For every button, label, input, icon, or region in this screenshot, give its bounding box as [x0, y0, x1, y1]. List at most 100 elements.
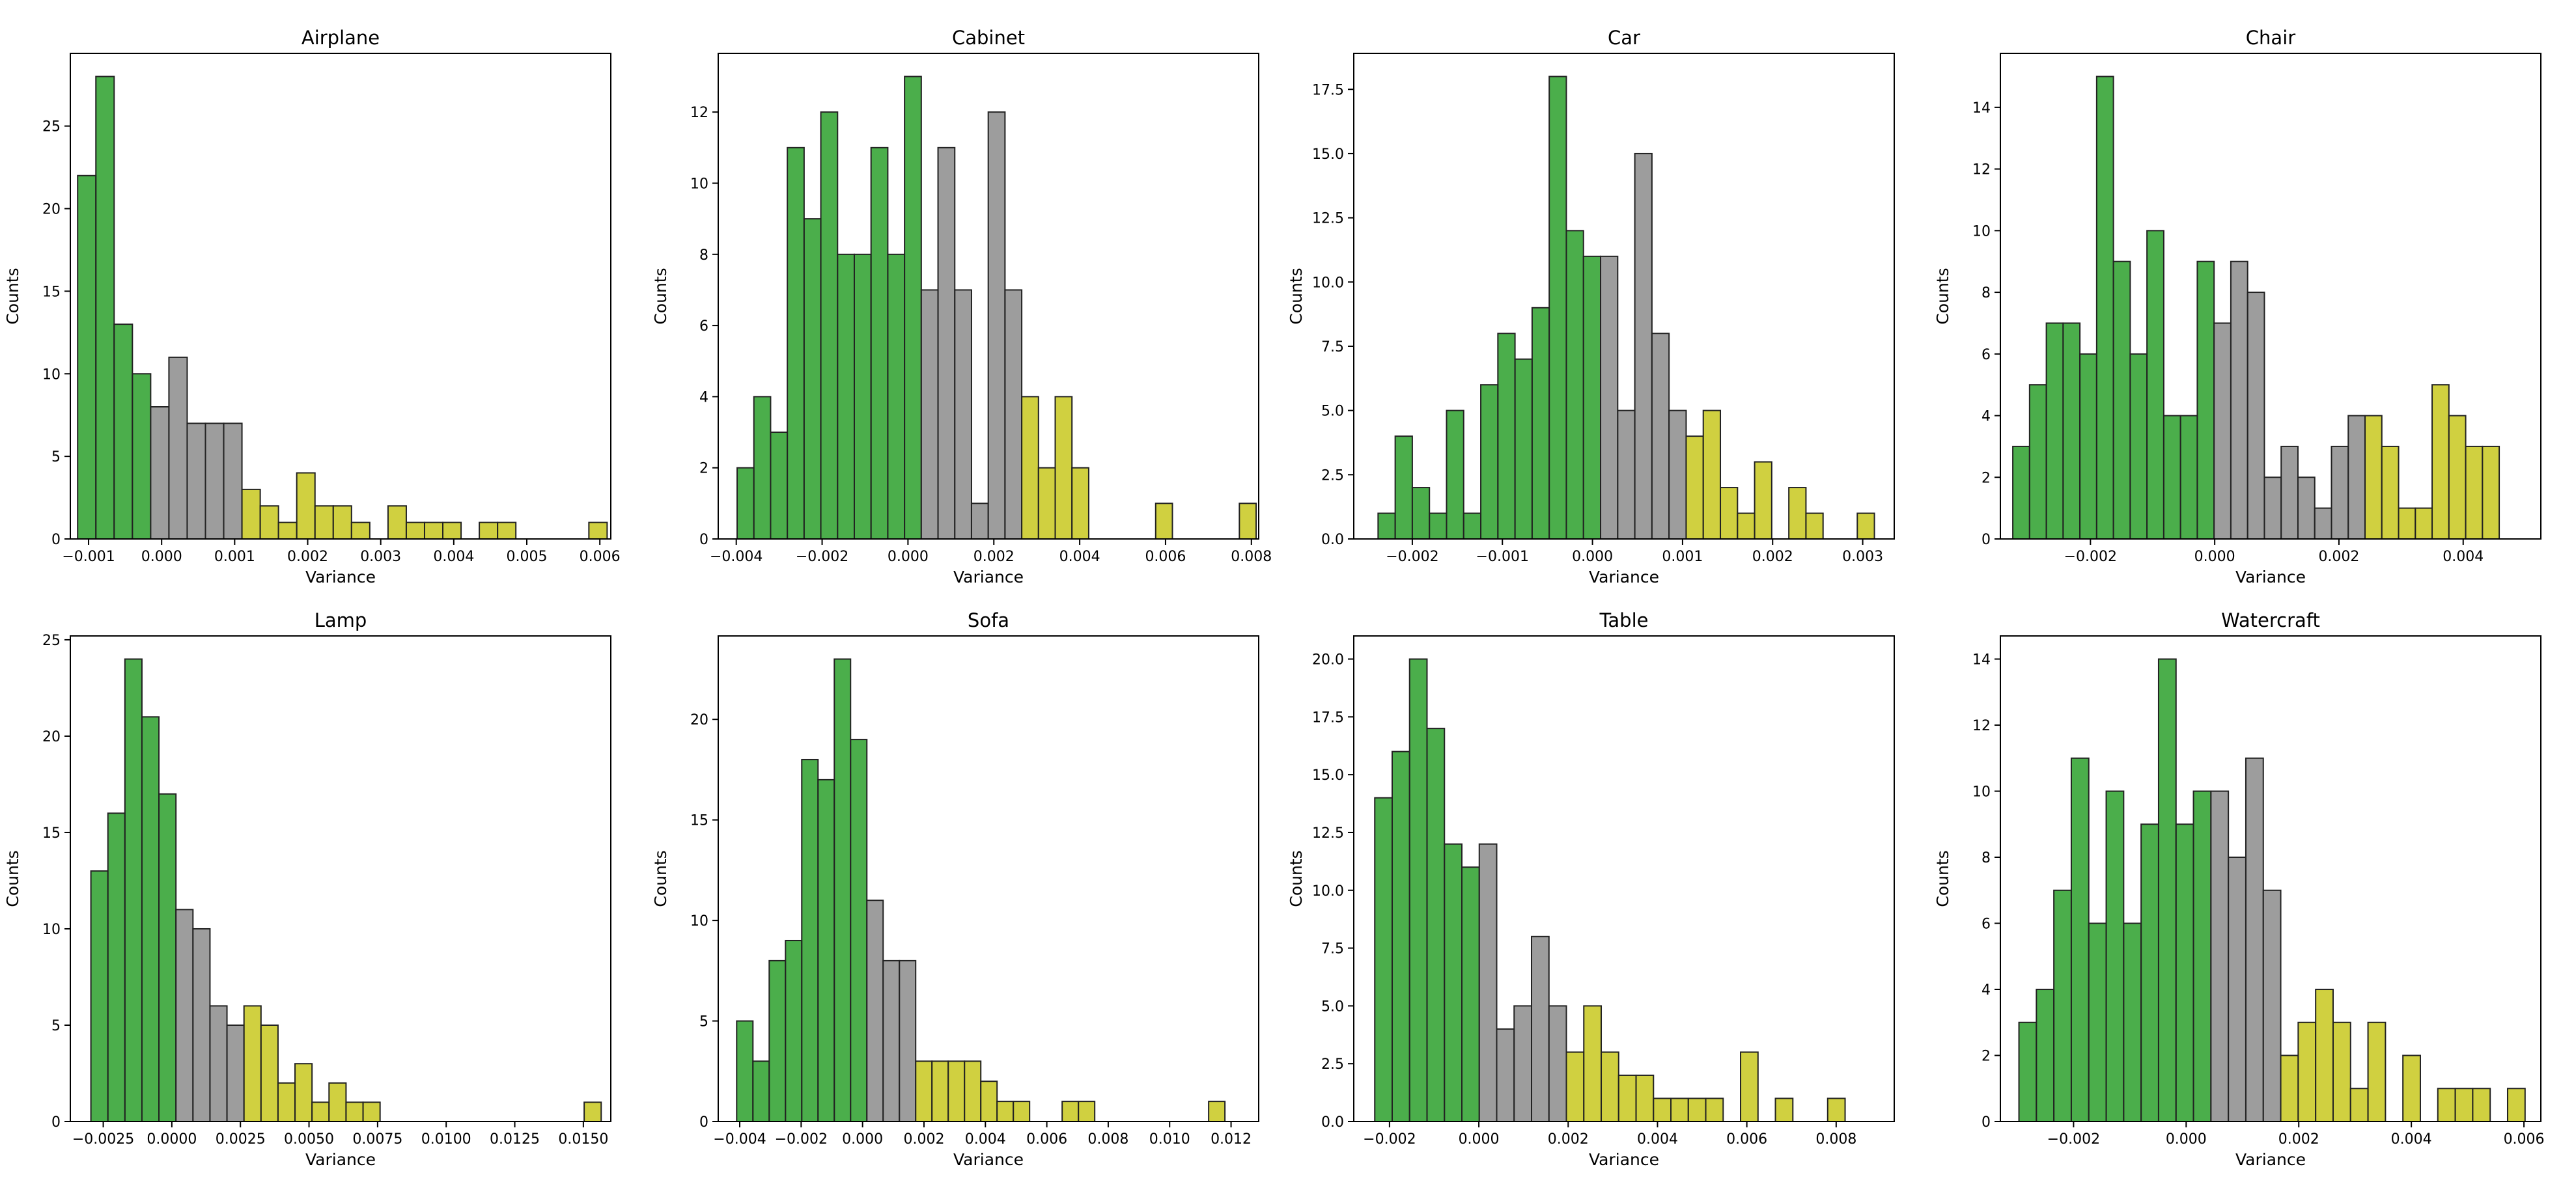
bar	[853, 253, 872, 540]
x-tick-label: 0.004	[433, 549, 474, 565]
bars-sofa	[736, 658, 1226, 1123]
x-tick-label: 0.001	[214, 549, 255, 565]
y-tick-label: 15	[42, 284, 61, 300]
bar	[1737, 512, 1756, 540]
y-tick-label: 12.5	[1312, 825, 1344, 842]
bar	[954, 289, 972, 540]
y-tick-label: 2	[1981, 1049, 1991, 1065]
x-tick-label: 0.0150	[558, 1131, 608, 1148]
bar	[243, 1005, 262, 1122]
y-tick-label: 12.5	[1312, 211, 1344, 227]
bar	[996, 1101, 1015, 1122]
bar	[294, 1063, 313, 1122]
x-tick-label: −0.002	[775, 1131, 828, 1148]
x-tick-label: 0.000	[888, 549, 929, 565]
bar	[870, 146, 889, 540]
y-tick-label: 7.5	[1321, 339, 1344, 355]
x-tick-label: −0.002	[2047, 1131, 2100, 1148]
x-tick-label: 0.002	[973, 549, 1015, 565]
bar	[785, 939, 803, 1122]
y-tick-label: 0.0	[1321, 1114, 1344, 1131]
y-tick-label: 0	[699, 532, 708, 548]
y-tick-label: 25	[42, 633, 61, 649]
y-tick-label: 5.0	[1321, 404, 1344, 420]
x-tick-label: 0.006	[1145, 549, 1186, 565]
y-tick-label: 5.0	[1321, 998, 1344, 1015]
x-tick-label: 0.002	[903, 1131, 944, 1148]
bar	[345, 1101, 364, 1123]
bar	[2506, 1088, 2526, 1122]
y-tick-label: 15.0	[1312, 767, 1344, 784]
bar	[1208, 1101, 1226, 1122]
y-tick-label: 17.5	[1312, 709, 1344, 726]
bar	[1600, 255, 1619, 540]
bar	[1601, 1051, 1619, 1123]
bar	[2262, 889, 2282, 1122]
x-tick-label: 0.012	[1211, 1131, 1252, 1148]
bar	[768, 959, 787, 1122]
bar	[2079, 353, 2097, 540]
x-axis-label: Variance	[305, 568, 376, 586]
bar	[328, 1082, 347, 1123]
y-tick-label: 4	[1981, 982, 1991, 998]
bar	[350, 521, 371, 540]
axes-frame	[1353, 635, 1895, 1122]
bar	[947, 1060, 966, 1122]
chart-panel-cabinet: −0.004 −0.002 0.000 0.002 0.004 0.006 0.008 0 2 4…	[651, 27, 1272, 586]
bar	[1374, 797, 1393, 1123]
bar	[1411, 487, 1431, 540]
bar	[90, 870, 109, 1123]
chart-title: Lamp	[315, 609, 367, 631]
y-tick-label: 15	[42, 825, 61, 842]
x-tick-label: 0.003	[1842, 549, 1883, 565]
bar	[175, 909, 194, 1122]
bar	[970, 503, 989, 540]
bar	[1021, 396, 1039, 540]
y-tick-label: 5	[51, 449, 61, 465]
bar	[311, 1101, 330, 1123]
bar	[2213, 322, 2232, 540]
bars-cabinet	[736, 76, 1257, 540]
bar	[2179, 415, 2198, 540]
bar	[1565, 1051, 1585, 1123]
bar	[904, 76, 922, 540]
bar	[850, 739, 868, 1122]
bar	[314, 505, 334, 540]
bar	[801, 758, 819, 1122]
bar	[931, 1060, 949, 1122]
y-tick-label: 2.5	[1321, 467, 1344, 484]
bar	[2070, 757, 2090, 1122]
x-tick-label: −0.002	[1386, 549, 1438, 565]
bar	[1685, 435, 1704, 540]
bar	[833, 658, 852, 1122]
axes-frame	[1353, 53, 1895, 540]
bar	[442, 521, 462, 540]
y-tick-label: 10.0	[1312, 275, 1344, 291]
bar	[2112, 260, 2131, 540]
y-tick-label: 7.5	[1321, 941, 1344, 957]
x-tick-label: −0.002	[1363, 1131, 1416, 1148]
bar	[2228, 857, 2247, 1122]
bar	[1617, 1074, 1637, 1122]
bar	[2315, 989, 2334, 1123]
bar	[186, 422, 206, 540]
x-tick-label: 0.0000	[147, 1131, 197, 1148]
bar	[2018, 1021, 2037, 1123]
y-axis-label: Counts	[651, 268, 670, 324]
chart-panel-table: −0.002 0.000 0.002 0.004 0.006 0.008 0.0 2.5 5.0…	[1287, 609, 1895, 1169]
bar	[2314, 507, 2332, 540]
bar	[296, 472, 316, 540]
bar	[915, 1060, 933, 1122]
x-tick-label: 0.000	[1459, 1131, 1500, 1148]
bar	[1446, 409, 1464, 540]
x-tick-label: 0.000	[141, 549, 182, 565]
x-tick-label: 0.006	[1726, 1131, 1767, 1148]
x-tick-label: −0.004	[710, 549, 763, 565]
y-tick-label: 0.0	[1321, 532, 1344, 548]
bar	[2398, 507, 2416, 540]
y-tick-label: 4	[699, 389, 708, 406]
bar	[2088, 922, 2107, 1122]
bar	[882, 959, 901, 1122]
bar	[2095, 76, 2114, 540]
x-axis-label: Variance	[2235, 568, 2306, 586]
